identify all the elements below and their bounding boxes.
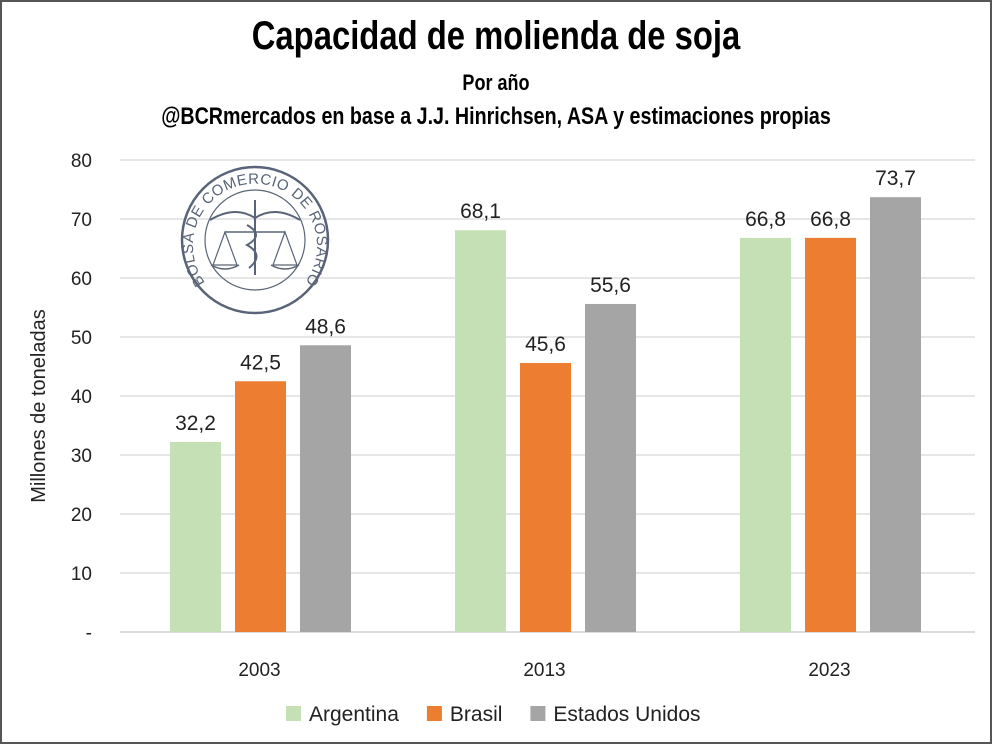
data-label: 55,6 [590, 274, 631, 297]
chart-subtitle: Por año [462, 70, 530, 95]
bar-brasil-2003 [235, 381, 286, 632]
data-label: 42,5 [240, 351, 281, 374]
legend-item: Brasil [426, 703, 503, 726]
bar-estados-unidos-2013 [585, 303, 636, 632]
chart-source: @BCRmercados en base a J.J. Hinrichsen, … [161, 103, 831, 130]
x-tick-label: 2023 [808, 660, 850, 681]
y-tick-label: 80 [71, 151, 92, 172]
data-label: 73,7 [875, 167, 916, 190]
legend-swatch [286, 706, 301, 721]
y-tick-label: 20 [71, 505, 92, 526]
legend-item: Argentina [286, 703, 399, 726]
bar-argentina-2013 [455, 230, 506, 632]
data-label: 68,1 [460, 200, 501, 223]
y-tick-label: 70 [71, 210, 92, 231]
bar-estados-unidos-2023 [870, 197, 921, 633]
y-tick-label: 60 [71, 269, 92, 290]
y-tick-label: 10 [71, 564, 92, 585]
bar-brasil-2013 [520, 362, 571, 632]
bar-estados-unidos-2003 [300, 345, 351, 632]
bar-argentina-2003 [170, 442, 221, 632]
y-tick-label: - [86, 623, 92, 644]
x-tick-label: 2003 [238, 660, 280, 681]
data-label: 48,6 [305, 315, 346, 338]
y-tick-label: 50 [71, 328, 92, 349]
x-tick-label: 2013 [523, 660, 565, 681]
data-label: 66,8 [810, 208, 851, 231]
chart-title: Capacidad de molienda de soja [251, 14, 741, 58]
legend-label: Estados Unidos [553, 703, 700, 726]
bcr-seal-logo: BOLSA DE COMERCIO DE ROSARIO [180, 165, 330, 315]
legend-swatch [426, 706, 442, 721]
data-label: 66,8 [745, 208, 786, 231]
bar-brasil-2023 [805, 237, 856, 632]
bar-argentina-2023 [740, 237, 791, 632]
data-label: 45,6 [525, 333, 566, 356]
data-label: 32,2 [175, 412, 216, 435]
legend-swatch [530, 706, 546, 721]
y-axis-label: Millones de toneladas [28, 309, 50, 502]
legend-label: Brasil [450, 703, 503, 726]
y-tick-label: 40 [71, 387, 92, 408]
legend-item: Estados Unidos [530, 703, 701, 726]
y-tick-label: 30 [71, 446, 92, 467]
legend-label: Argentina [309, 703, 399, 726]
